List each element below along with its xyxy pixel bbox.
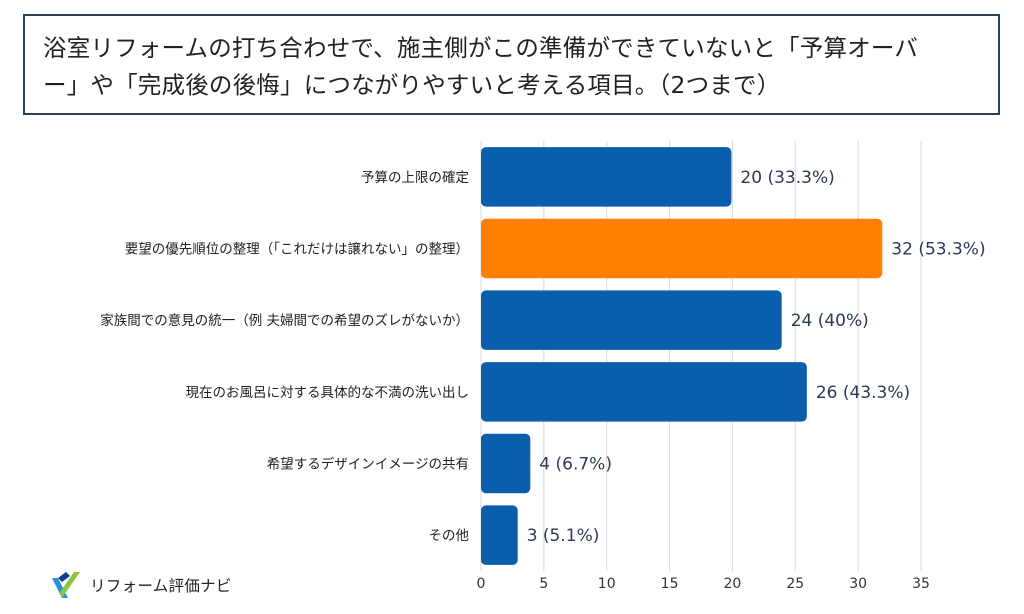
labels: 予算の上限の確定 20 (33.3%) 要望の優先順位の整理（「これだけは譲れない」… — [100, 168, 985, 546]
category-label: 家族間での意見の統一（例 夫婦間での希望のズレがないか） — [100, 312, 469, 329]
value-label: 4 (6.7%) — [539, 455, 612, 475]
grid-lines — [480, 141, 922, 571]
x-tick-label: 0 — [477, 576, 486, 592]
bar — [481, 218, 883, 279]
x-axis-ticks: 0 5 10 15 20 25 30 35 — [477, 576, 930, 592]
chart-title-line-1: 浴室リフォームの打ち合わせで、施主側がこの準備ができていないと「予算オーバ — [43, 34, 919, 62]
logo-mark-icon — [52, 572, 80, 598]
value-label: 32 (53.3%) — [891, 240, 985, 260]
x-tick-label: 20 — [724, 576, 742, 592]
x-tick-label: 30 — [849, 576, 867, 592]
value-label: 26 (43.3%) — [816, 383, 910, 403]
logo-text: リフォーム評価ナビ — [90, 577, 232, 595]
bar — [481, 433, 531, 494]
x-tick-label: 15 — [661, 576, 679, 592]
bar — [481, 505, 518, 565]
x-tick-label: 10 — [598, 576, 616, 592]
value-label: 3 (5.1%) — [527, 526, 600, 546]
x-tick-label: 25 — [786, 576, 804, 592]
category-label: 要望の優先順位の整理（「これだけは譲れない」の整理） — [125, 242, 469, 258]
value-label: 24 (40%) — [791, 311, 869, 331]
value-label: 20 (33.3%) — [740, 168, 834, 188]
x-tick-label: 35 — [912, 576, 930, 592]
title-box: 浴室リフォームの打ち合わせで、施主側がこの準備ができていないと「予算オーバ ー」… — [23, 14, 1000, 115]
category-label: その他 — [429, 528, 470, 544]
category-label: 現在のお風呂に対する具体的な不満の洗い出し — [186, 385, 470, 401]
bar — [481, 147, 732, 207]
bar — [481, 362, 807, 422]
x-tick-label: 5 — [539, 576, 548, 592]
bars — [481, 147, 883, 565]
category-label: 希望するデザインイメージの共有 — [267, 456, 469, 473]
chart-title-line-2: ー」や「完成後の後悔」につながりやすいと考える項目。（2つまで） — [43, 71, 781, 99]
bar — [481, 290, 782, 350]
logo: リフォーム評価ナビ — [48, 568, 232, 602]
category-label: 予算の上限の確定 — [361, 170, 469, 186]
